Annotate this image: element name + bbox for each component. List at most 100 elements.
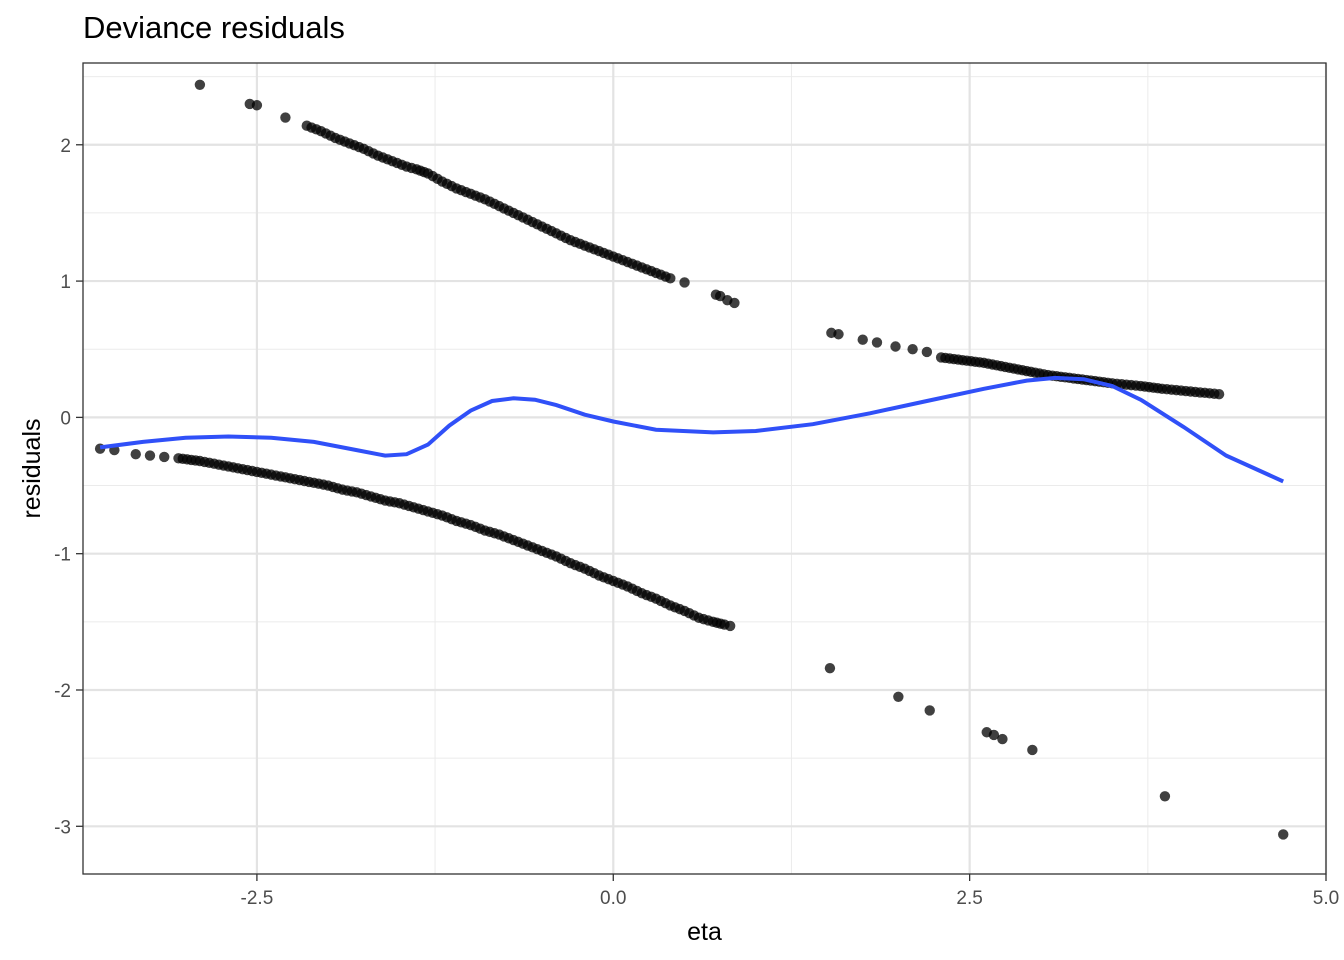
residual-point bbox=[418, 166, 430, 178]
residual-point bbox=[871, 337, 883, 348]
residual-point bbox=[974, 357, 985, 368]
residual-point bbox=[144, 450, 156, 461]
residual-point bbox=[997, 733, 1008, 745]
residual-point bbox=[517, 538, 529, 549]
y-axis-title: residuals bbox=[18, 418, 46, 518]
residual-point bbox=[246, 465, 258, 477]
residual-point bbox=[159, 451, 170, 463]
residual-point bbox=[489, 198, 500, 210]
residual-point bbox=[988, 729, 1000, 741]
residual-point bbox=[403, 500, 415, 512]
residual-point bbox=[1017, 365, 1028, 376]
y-tick-label: -1 bbox=[54, 545, 71, 566]
residual-point bbox=[232, 463, 244, 474]
residual-point bbox=[218, 460, 229, 471]
residual-point bbox=[1194, 387, 1206, 398]
residual-point bbox=[833, 329, 844, 340]
residual-point bbox=[603, 573, 614, 585]
residual-point bbox=[251, 100, 263, 111]
residual-point bbox=[446, 513, 457, 525]
residual-point bbox=[303, 476, 315, 488]
residual-point bbox=[517, 212, 529, 223]
residual-point bbox=[646, 265, 657, 277]
residual-points bbox=[94, 79, 1289, 840]
smooth-curve bbox=[99, 375, 1285, 484]
residual-point bbox=[631, 260, 643, 271]
residual-point bbox=[446, 180, 457, 192]
residual-point bbox=[460, 518, 472, 529]
x-tick-label: 2.5 bbox=[956, 888, 982, 909]
y-tick-label: -2 bbox=[54, 681, 71, 702]
x-axis-title: eta bbox=[687, 918, 722, 946]
residual-point bbox=[729, 297, 740, 309]
residual-point bbox=[382, 154, 393, 165]
residual-point bbox=[924, 705, 935, 716]
residual-point bbox=[332, 483, 343, 494]
residual-point bbox=[261, 468, 272, 479]
residual-point bbox=[375, 493, 386, 505]
residual-point bbox=[432, 173, 443, 185]
residual-point bbox=[646, 591, 657, 603]
residual-point bbox=[1027, 744, 1038, 756]
residual-point bbox=[353, 141, 365, 153]
residual-point bbox=[532, 543, 543, 555]
residual-point bbox=[1116, 379, 1127, 390]
residual-point bbox=[460, 186, 472, 198]
major-gridlines bbox=[83, 63, 1328, 874]
residual-point bbox=[503, 533, 514, 544]
residual-point bbox=[280, 112, 291, 123]
residual-point bbox=[546, 549, 557, 560]
residual-point bbox=[339, 136, 351, 147]
residual-point bbox=[921, 346, 933, 358]
residual-point bbox=[503, 205, 514, 216]
residual-point bbox=[406, 162, 417, 174]
residual-point bbox=[617, 254, 628, 266]
residual-point bbox=[475, 192, 486, 203]
residual-point bbox=[589, 244, 600, 255]
residual-point bbox=[660, 598, 671, 609]
residual-point bbox=[1180, 385, 1192, 397]
residual-point bbox=[346, 486, 358, 497]
residual-point bbox=[389, 497, 400, 508]
residual-point bbox=[893, 691, 904, 703]
residual-point bbox=[703, 615, 714, 626]
residual-point bbox=[560, 555, 571, 567]
minor-gridlines bbox=[83, 63, 1326, 874]
residual-point bbox=[1130, 380, 1142, 391]
residual-point bbox=[724, 620, 736, 632]
residual-point bbox=[289, 473, 301, 485]
x-tick-label: -2.5 bbox=[241, 888, 274, 909]
residual-point bbox=[660, 271, 671, 282]
residual-point bbox=[715, 618, 726, 629]
residual-point bbox=[1152, 383, 1163, 394]
y-tick-label: 2 bbox=[60, 136, 71, 157]
residual-point bbox=[360, 489, 372, 501]
residual-point bbox=[679, 277, 690, 288]
residual-point bbox=[396, 159, 408, 170]
residual-point bbox=[546, 225, 557, 237]
y-tick-label: 1 bbox=[60, 272, 71, 293]
x-tick-label: 0.0 bbox=[600, 888, 626, 909]
residual-point bbox=[432, 508, 443, 520]
residual-point bbox=[475, 523, 486, 534]
residual-point bbox=[890, 341, 901, 352]
residual-point bbox=[674, 603, 685, 615]
residual-point bbox=[688, 610, 700, 621]
residual-point bbox=[190, 455, 201, 466]
residual-point bbox=[953, 354, 964, 365]
residual-point bbox=[130, 448, 141, 460]
residual-point bbox=[631, 585, 643, 597]
residual-point bbox=[857, 334, 868, 345]
x-tick-label: 5.0 bbox=[1313, 888, 1339, 909]
residual-point bbox=[489, 528, 500, 539]
residual-point bbox=[617, 579, 628, 590]
residual-point bbox=[318, 479, 329, 490]
residual-point bbox=[560, 232, 571, 244]
residual-point bbox=[532, 219, 543, 230]
residual-point bbox=[824, 662, 836, 674]
residual-point bbox=[368, 148, 379, 159]
residual-point bbox=[1166, 384, 1177, 395]
residual-point bbox=[574, 561, 586, 573]
residual-point bbox=[1209, 388, 1220, 399]
